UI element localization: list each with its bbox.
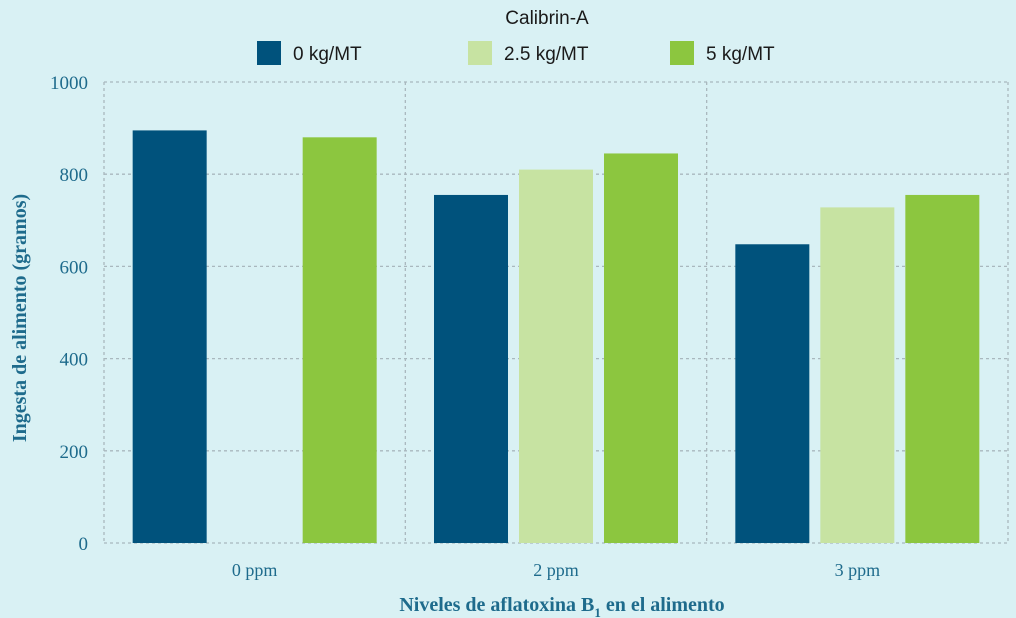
x-tick-label-1: 2 ppm — [533, 560, 579, 580]
bar-3ppm-0kgMT — [735, 244, 810, 543]
y-tick-label-1: 200 — [60, 442, 89, 463]
x-tick-label-0: 0 ppm — [232, 560, 278, 580]
x-axis-title-subscript: 1 — [594, 605, 601, 618]
y-tick-label-4: 800 — [60, 165, 89, 186]
legend: 0 kg/MT 2.5 kg/MT 5 kg/MT — [257, 41, 775, 65]
bar-0ppm-0kgMT — [132, 130, 207, 543]
bar-3ppm-5kgMT — [905, 194, 980, 543]
y-axis-title: Ingesta de alimento (gramos) — [9, 194, 31, 442]
bar-2ppm-25kgMT — [519, 169, 593, 543]
x-axis-title-end: en el alimento — [601, 594, 725, 616]
legend-label-2: 5 kg/MT — [706, 44, 775, 65]
legend-swatch-1 — [468, 41, 492, 65]
y-tick-label-3: 600 — [60, 257, 89, 278]
legend-label-0: 0 kg/MT — [293, 44, 362, 65]
x-axis-ticks: 0 ppm 2 ppm 3 ppm — [232, 560, 880, 580]
y-tick-label-0: 0 — [79, 534, 89, 555]
y-axis-ticks: 0 200 400 600 800 1000 — [50, 73, 88, 555]
bar-2ppm-0kgMT — [434, 194, 508, 543]
y-tick-label-5: 1000 — [50, 73, 88, 94]
x-axis-title: Niveles de aflatoxina B1 en el alimento — [399, 594, 724, 618]
y-tick-label-2: 400 — [60, 350, 89, 371]
legend-swatch-0 — [257, 41, 281, 65]
legend-title: Calibrin-A — [505, 8, 589, 29]
bar-2ppm-5kgMT — [604, 153, 678, 543]
x-axis-title-main: Niveles de aflatoxina B — [399, 594, 594, 616]
x-tick-label-2: 3 ppm — [835, 560, 881, 580]
bar-3ppm-25kgMT — [820, 207, 895, 543]
bars — [132, 130, 980, 543]
bar-0ppm-5kgMT — [302, 137, 377, 543]
legend-swatch-2 — [670, 41, 694, 65]
legend-label-1: 2.5 kg/MT — [504, 44, 589, 65]
